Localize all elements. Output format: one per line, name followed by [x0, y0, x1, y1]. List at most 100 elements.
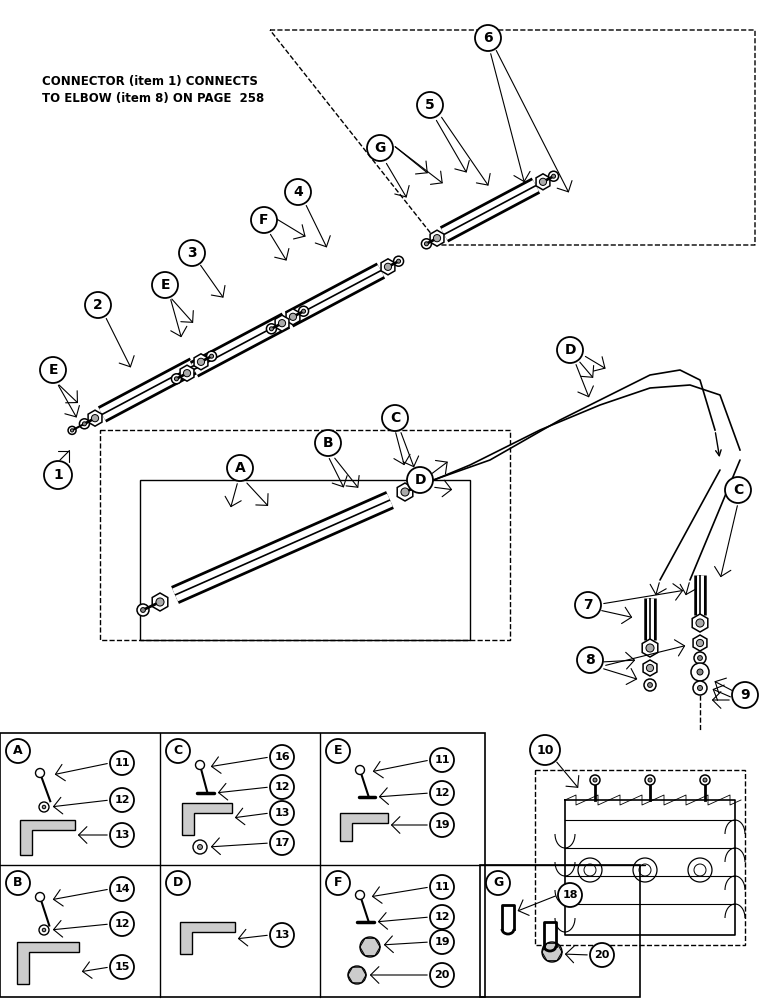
Circle shape: [80, 419, 90, 429]
Circle shape: [42, 928, 46, 932]
Circle shape: [166, 871, 190, 895]
Text: 6: 6: [483, 31, 493, 45]
Circle shape: [645, 775, 655, 785]
Circle shape: [486, 871, 510, 895]
Circle shape: [270, 745, 294, 769]
Text: 13: 13: [114, 830, 130, 840]
Text: G: G: [493, 876, 503, 890]
Circle shape: [270, 775, 294, 799]
Polygon shape: [381, 259, 395, 275]
Circle shape: [207, 351, 217, 361]
Circle shape: [646, 644, 654, 652]
Circle shape: [110, 877, 134, 901]
Polygon shape: [182, 803, 232, 835]
Circle shape: [540, 178, 547, 185]
Text: C: C: [390, 411, 400, 425]
Text: 5: 5: [425, 98, 435, 112]
Circle shape: [141, 608, 145, 612]
Circle shape: [279, 320, 286, 327]
Polygon shape: [286, 309, 300, 325]
Circle shape: [179, 240, 205, 266]
Circle shape: [407, 467, 433, 493]
Text: 4: 4: [293, 185, 303, 199]
Circle shape: [68, 426, 76, 434]
Circle shape: [698, 656, 703, 660]
Text: 11: 11: [434, 755, 450, 765]
Polygon shape: [398, 483, 413, 501]
Circle shape: [648, 683, 652, 687]
Circle shape: [137, 604, 149, 616]
Circle shape: [6, 871, 30, 895]
Text: B: B: [13, 876, 22, 890]
Circle shape: [397, 259, 401, 263]
Circle shape: [694, 652, 706, 664]
Text: 8: 8: [585, 653, 595, 667]
Circle shape: [184, 370, 191, 377]
Circle shape: [326, 739, 350, 763]
Circle shape: [360, 937, 380, 957]
Text: 19: 19: [434, 820, 450, 830]
Text: 7: 7: [583, 598, 593, 612]
Text: D: D: [173, 876, 183, 890]
Circle shape: [302, 309, 306, 313]
Circle shape: [430, 905, 454, 929]
Circle shape: [696, 639, 703, 647]
Circle shape: [401, 488, 409, 496]
Text: 10: 10: [537, 744, 554, 756]
Text: E: E: [48, 363, 58, 377]
Circle shape: [558, 883, 582, 907]
Text: B: B: [323, 436, 334, 450]
Circle shape: [70, 429, 73, 432]
Circle shape: [39, 925, 49, 935]
Polygon shape: [693, 635, 707, 651]
Text: 19: 19: [434, 937, 450, 947]
Circle shape: [251, 207, 277, 233]
Circle shape: [156, 598, 164, 606]
Circle shape: [174, 377, 178, 381]
Polygon shape: [340, 813, 388, 841]
Circle shape: [44, 461, 72, 489]
Circle shape: [91, 415, 99, 422]
Circle shape: [270, 801, 294, 825]
Text: 12: 12: [434, 788, 450, 798]
Bar: [140, 480, 470, 640]
Text: 11: 11: [434, 882, 450, 892]
Text: 12: 12: [274, 782, 290, 792]
Circle shape: [430, 748, 454, 772]
Text: 15: 15: [114, 962, 130, 972]
Polygon shape: [180, 365, 194, 381]
Text: G: G: [374, 141, 386, 155]
Text: C: C: [174, 744, 182, 758]
Polygon shape: [152, 593, 168, 611]
Circle shape: [590, 775, 600, 785]
Circle shape: [394, 256, 404, 266]
Circle shape: [646, 664, 654, 672]
Circle shape: [700, 775, 710, 785]
Polygon shape: [536, 174, 550, 190]
Circle shape: [166, 739, 190, 763]
Circle shape: [593, 778, 597, 782]
Text: 2: 2: [93, 298, 103, 312]
Circle shape: [36, 768, 45, 778]
Circle shape: [575, 592, 601, 618]
Circle shape: [703, 778, 707, 782]
Text: 12: 12: [434, 912, 450, 922]
Circle shape: [110, 788, 134, 812]
Circle shape: [326, 871, 350, 895]
Text: D: D: [564, 343, 576, 357]
Circle shape: [693, 681, 707, 695]
Circle shape: [227, 455, 253, 481]
Circle shape: [6, 739, 30, 763]
Circle shape: [384, 263, 391, 270]
Text: 12: 12: [114, 795, 130, 805]
Circle shape: [416, 478, 428, 490]
Text: 13: 13: [274, 930, 290, 940]
Circle shape: [269, 327, 273, 331]
Text: 20: 20: [594, 950, 610, 960]
Text: 3: 3: [187, 246, 197, 260]
Circle shape: [530, 735, 560, 765]
Text: 18: 18: [562, 890, 577, 900]
Circle shape: [193, 840, 207, 854]
Circle shape: [425, 242, 428, 246]
Circle shape: [83, 422, 86, 426]
